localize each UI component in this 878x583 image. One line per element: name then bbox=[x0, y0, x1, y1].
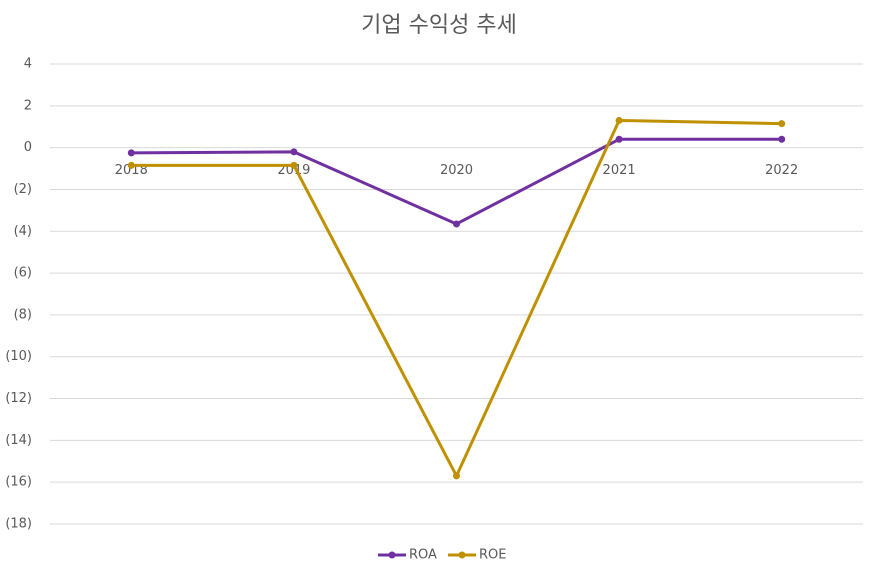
y-tick-label: 2 bbox=[24, 98, 32, 113]
y-tick-label: (12) bbox=[5, 391, 32, 406]
y-tick-label: (2) bbox=[14, 182, 32, 197]
point-marker bbox=[127, 161, 135, 169]
point-marker bbox=[778, 135, 786, 143]
point-marker bbox=[778, 120, 786, 128]
point-marker bbox=[290, 161, 298, 169]
x-tick-label: 2020 bbox=[440, 163, 473, 178]
legend-label: ROA bbox=[409, 548, 437, 563]
point-marker bbox=[615, 116, 623, 124]
point-marker bbox=[290, 148, 298, 156]
y-tick-label: (4) bbox=[14, 224, 32, 239]
legend-marker bbox=[388, 551, 396, 559]
y-tick-label: (10) bbox=[5, 349, 32, 364]
point-marker bbox=[127, 149, 135, 157]
point-marker bbox=[453, 220, 460, 228]
y-tick-label: (6) bbox=[14, 266, 32, 281]
y-tick-label: (8) bbox=[14, 307, 32, 322]
legend-label: ROE bbox=[479, 548, 506, 563]
y-tick-label: 0 bbox=[24, 140, 32, 155]
x-tick-label: 2022 bbox=[765, 163, 798, 178]
legend-marker bbox=[458, 551, 466, 559]
y-tick-label: (18) bbox=[5, 517, 32, 532]
point-marker bbox=[453, 472, 460, 480]
y-tick-label: 4 bbox=[24, 57, 32, 72]
chart-title: 기업 수익성 추세 bbox=[361, 13, 517, 38]
y-tick-label: (16) bbox=[5, 475, 32, 490]
y-tick-label: (14) bbox=[5, 433, 32, 448]
x-tick-label: 2021 bbox=[603, 163, 636, 178]
point-marker bbox=[615, 135, 623, 143]
